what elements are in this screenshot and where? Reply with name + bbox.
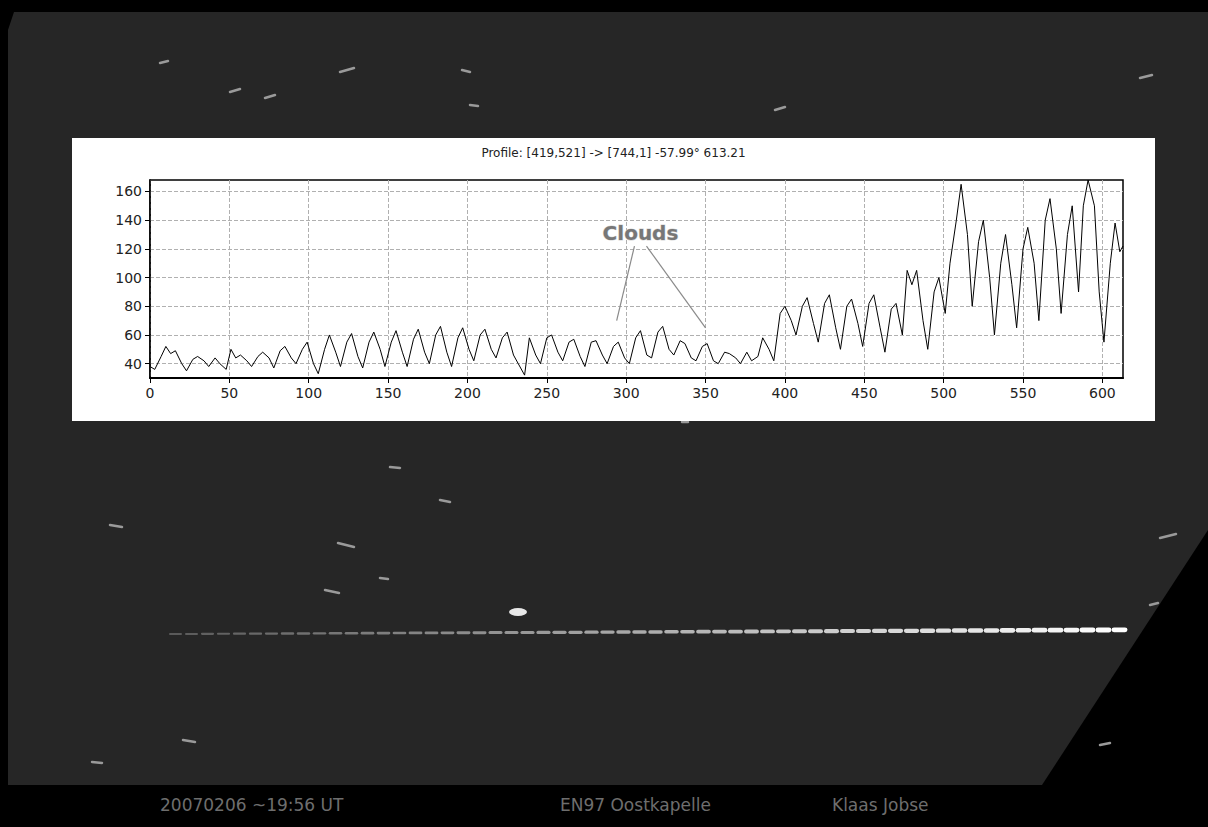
svg-text:60: 60 xyxy=(124,327,142,343)
svg-text:Clouds: Clouds xyxy=(603,221,679,245)
svg-text:120: 120 xyxy=(115,241,142,257)
svg-text:500: 500 xyxy=(930,385,957,401)
svg-text:250: 250 xyxy=(533,385,560,401)
svg-text:150: 150 xyxy=(375,385,402,401)
svg-text:50: 50 xyxy=(220,385,238,401)
svg-text:140: 140 xyxy=(115,212,142,228)
svg-text:350: 350 xyxy=(692,385,719,401)
html-text:20070206 ~19:56 UT: 20070206 ~19:56 UT xyxy=(160,795,344,815)
svg-text:550: 550 xyxy=(1010,385,1037,401)
svg-text:400: 400 xyxy=(772,385,799,401)
svg-text:160: 160 xyxy=(115,183,142,199)
svg-text:600: 600 xyxy=(1089,385,1116,401)
svg-text:100: 100 xyxy=(295,385,322,401)
svg-text:450: 450 xyxy=(851,385,878,401)
svg-text:0: 0 xyxy=(146,385,155,401)
svg-text:Profile: [419,521] -> [744,1]: Profile: [419,521] -> [744,1] -57.99° 61… xyxy=(481,146,745,160)
svg-text:300: 300 xyxy=(613,385,640,401)
html-text:Klaas Jobse: Klaas Jobse xyxy=(832,795,929,815)
html-text:EN97 Oostkapelle: EN97 Oostkapelle xyxy=(560,795,711,815)
svg-text:200: 200 xyxy=(454,385,481,401)
svg-text:80: 80 xyxy=(124,298,142,314)
svg-text:40: 40 xyxy=(124,356,142,372)
svg-text:100: 100 xyxy=(115,270,142,286)
